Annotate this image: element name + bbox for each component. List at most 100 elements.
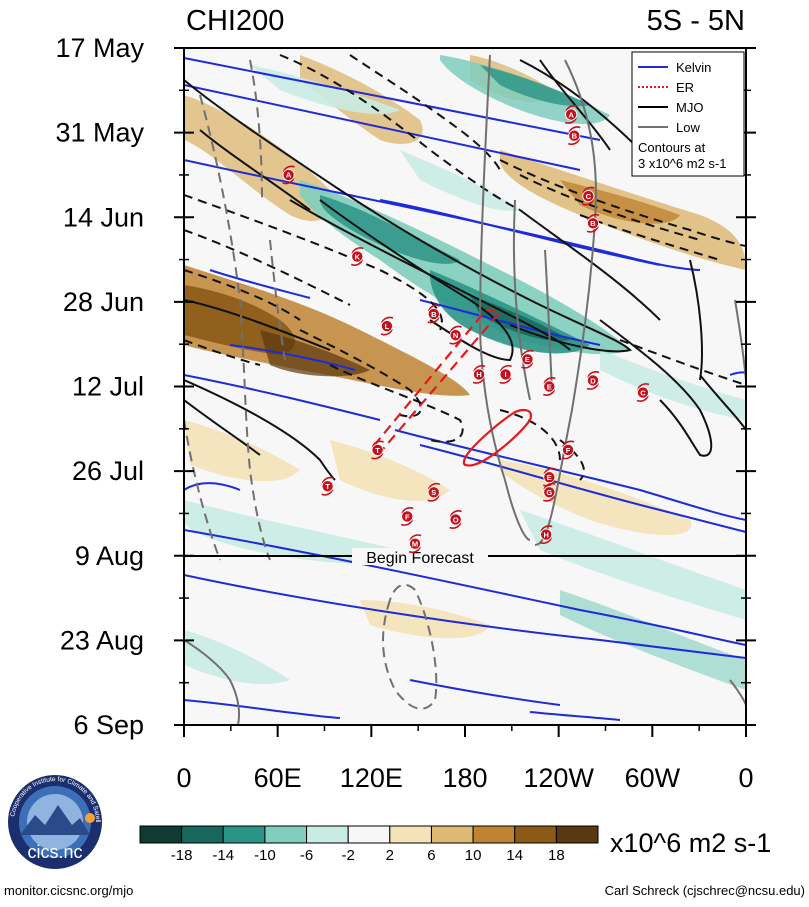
colorbar-tick-label: -10 [254, 847, 276, 864]
cyclone-arm [428, 304, 441, 312]
cyclone-dot [427, 486, 440, 499]
cyclone-dot [401, 510, 414, 523]
cyclone-arm [282, 177, 295, 185]
legend: Kelvin ER MJO Low Contours at 3 x10^6 m2… [631, 51, 745, 177]
cyclone-marker: A [564, 105, 578, 124]
cyclone-dot [568, 129, 581, 142]
cyclone-arm [582, 186, 595, 194]
cyclone-arm [427, 495, 440, 502]
cyclone-marker: G [543, 482, 556, 502]
legend-label-er: ER [676, 80, 694, 95]
cyclone-label: M [412, 539, 418, 548]
cyclone-dot [449, 513, 462, 526]
cyclone-marker: C [582, 186, 595, 206]
cyclone-dot [380, 320, 393, 333]
x-tick-label: 120E [340, 763, 403, 793]
legend-label-kelvin: Kelvin [676, 60, 711, 75]
cyclone-arm [568, 126, 581, 133]
cyclone-arm [587, 213, 600, 221]
cyclone-arm [521, 362, 534, 369]
cyclone-marker: K [350, 247, 364, 266]
colorbar-swatch [181, 825, 224, 844]
cyclone-arm [321, 488, 334, 496]
cyclone-dot [449, 329, 462, 342]
y-tick-label: 17 May [55, 33, 144, 63]
colorbar-swatch [514, 825, 557, 844]
y-tick-label: 9 Aug [75, 541, 144, 571]
cyclone-label: K [355, 252, 361, 261]
cyclone-arm [543, 467, 556, 475]
cyclone-arm [586, 383, 599, 390]
cyclone-marker: B [567, 126, 581, 146]
cyclone-label: B [590, 219, 596, 228]
cyclone-label: D [590, 376, 596, 385]
cyclone-marker: E [521, 349, 534, 369]
cyclone-label: F [405, 512, 410, 521]
cyclone-arm [428, 482, 441, 490]
cyclone-arm [380, 328, 393, 336]
cyclone-arm [427, 316, 440, 324]
y-tick-label: 23 Aug [60, 625, 144, 655]
cyclone-marker: H [539, 525, 553, 545]
colorbar-tick-label: 6 [427, 847, 435, 864]
cyclone-arm [543, 377, 556, 384]
cyclone-arm [472, 377, 485, 384]
cyclone-label: C [640, 388, 646, 397]
cyclone-label: O [453, 515, 459, 524]
cyclone-marker: N [449, 325, 462, 345]
cyclone-arm [521, 349, 534, 357]
cyclone-dot [543, 486, 556, 499]
y-tick-label: 31 May [55, 118, 144, 148]
y-tick-label: 14 Jun [63, 202, 144, 232]
colorbar-swatch [472, 825, 516, 844]
y-tick-label: 12 Jul [72, 372, 144, 402]
cyclone-dot [540, 528, 553, 541]
cyclone-arm [637, 383, 650, 390]
latitude-band-label: 5S - 5N [647, 5, 745, 37]
cyclone-label: A [568, 110, 574, 119]
cyclone-arm [282, 165, 295, 173]
cyclone-dot [499, 368, 512, 381]
y-tick-label: 26 Jul [72, 456, 144, 486]
cyclone-dot [427, 307, 440, 320]
cyclone-label: T [375, 446, 380, 455]
cyclone-marker: T [321, 476, 334, 496]
colorbar-tick-label: -2 [342, 847, 355, 864]
cyclone-marker: A [282, 165, 295, 185]
cyclone-arm [351, 247, 364, 254]
cyclone-dot [636, 386, 649, 399]
cyclone-label: E [547, 473, 552, 482]
cyclone-dot [582, 190, 595, 203]
cyclone-arm [587, 371, 600, 378]
anomaly-shading [184, 55, 746, 690]
cyclone-label: I [505, 370, 507, 379]
cyclone-label: B [431, 310, 437, 319]
axes: 17 May 31 May 14 Jun 28 Jun 12 Jul 26 Jul 9 Au… [55, 33, 756, 793]
cyclone-dot [543, 471, 556, 484]
forecast-marker: Begin Forecast [184, 548, 746, 567]
x-tick-label: 60W [625, 763, 681, 793]
cyclone-label: E [525, 355, 530, 364]
cyclone-arm [564, 117, 577, 124]
colorbar: -18 -14 -10 -6 -2 2 6 10 14 18 [139, 825, 599, 864]
footer-credit: Carl Schreck (cjschrec@ncsu.edu) [605, 883, 805, 898]
legend-note-line1: Contours at [638, 140, 706, 155]
cyclone-marker: C [636, 383, 650, 402]
x-tick-label: 180 [442, 763, 487, 793]
cyclone-dot [587, 374, 600, 387]
cyclone-label: H [543, 530, 548, 539]
cyclone-dot [587, 217, 600, 230]
colorbar-swatch [139, 825, 183, 844]
footer-url: monitor.cicsnc.org/mjo [4, 883, 133, 898]
cyclone-arm [565, 105, 578, 112]
cyclone-arm [567, 138, 581, 146]
x-tick-label: 120W [523, 763, 594, 793]
cyclone-dot [282, 168, 295, 181]
cyclone-arm [473, 364, 486, 372]
cyclone-arm [350, 259, 364, 266]
x-tick-label: 0 [738, 763, 753, 793]
cyclone-dot [562, 443, 575, 456]
cyclone-dot [521, 353, 534, 366]
cyclone-dot [351, 250, 364, 263]
cyclone-arm [539, 537, 552, 545]
